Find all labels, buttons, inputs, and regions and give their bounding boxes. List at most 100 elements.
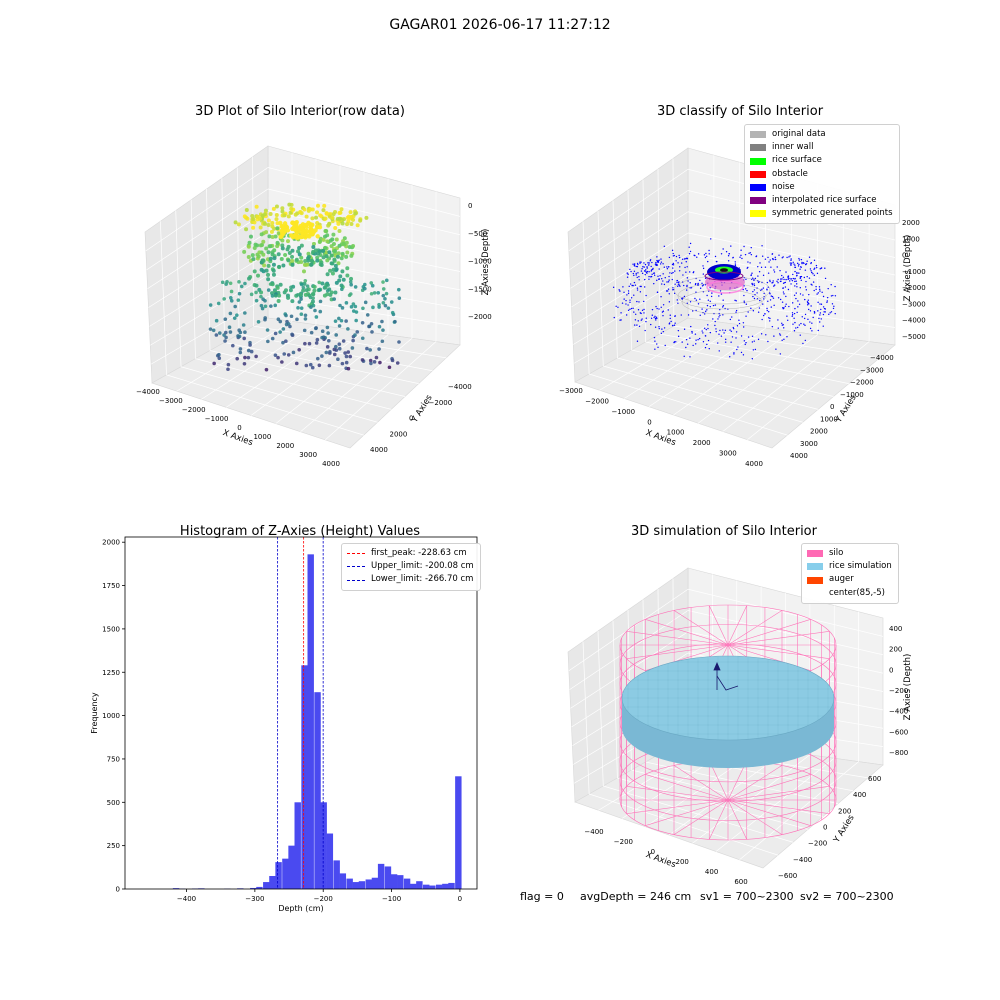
- p2-x-tick-0: −3000: [559, 387, 583, 395]
- p4-z-tick-1: −600: [889, 728, 908, 736]
- p3-ytick-label-2: 500: [107, 799, 120, 807]
- p4-x-tick-5: 600: [734, 878, 747, 886]
- p3-ytick-label-6: 1500: [102, 625, 120, 633]
- p2-x-tick-7: 4000: [745, 460, 763, 468]
- p4-x-label: X Axies: [644, 850, 677, 870]
- p2-z-tick-2: −3000: [902, 300, 926, 308]
- figure-suptitle: GAGAR01 2026-06-17 11:27:12: [389, 17, 611, 33]
- p2-y-tick-2: 2000: [810, 428, 828, 436]
- p3-ytick-label-3: 750: [107, 755, 120, 763]
- p3-ytick-label-7: 1750: [102, 582, 120, 590]
- p2-x-tick-4: 1000: [667, 429, 685, 437]
- p2-legend-item: rice surface: [750, 154, 893, 167]
- panel3-title: Histogram of Z-Axies (Height) Values: [179, 524, 421, 539]
- p1-z-tick-4: 0: [468, 202, 472, 210]
- p4-x-tick-1: −200: [614, 838, 633, 846]
- p3-xtick-label-3: −100: [382, 895, 401, 903]
- p1-floor-pane: [151, 317, 461, 449]
- panel4-3d-simulation: −400−2000200400600−600−400−2000200400600…: [567, 567, 913, 886]
- p2-z-tick-5: 0: [902, 252, 906, 260]
- p2-legend-item: interpolated rice surface: [750, 194, 893, 207]
- panel2-3d-classify: −3000−2000−10000100020003000400040003000…: [559, 147, 926, 468]
- p3-bar-10: [275, 862, 282, 889]
- p3-bar-9: [269, 875, 276, 889]
- p3-ytick-label-4: 1000: [102, 712, 120, 720]
- panel3-legend: first_peak: -228.63 cm Upper_limit: -200.…: [341, 543, 481, 591]
- p2-legend-item: noise: [750, 181, 893, 194]
- p3-bar-21: [346, 878, 353, 889]
- p3-bar-23: [358, 881, 366, 889]
- p4-z-tick-4: 0: [889, 666, 893, 674]
- p3-legend-item: Lower_limit: -266.70 cm: [347, 573, 474, 586]
- p3-bar-30: [403, 878, 411, 889]
- p3-bar-28: [390, 874, 398, 889]
- p3-bar-6: [250, 887, 257, 889]
- p1-z-tick-2: −1000: [468, 258, 492, 266]
- p2-grid: [568, 155, 896, 441]
- p2-legend-item: inner wall: [750, 141, 893, 154]
- p2-floor-pane: [574, 317, 896, 449]
- p2-classified-points: [612, 238, 837, 360]
- p3-bar-12: [288, 845, 295, 889]
- p2-y-tick-4: 0: [830, 403, 834, 411]
- p4-y-tick-0: −600: [778, 872, 797, 880]
- p3-bar-27: [384, 866, 392, 889]
- p4-z-tick-3: −200: [889, 687, 908, 695]
- p3-bar-36: [442, 883, 449, 889]
- p4-rice-mesh: [622, 656, 834, 740]
- p2-x-tick-2: −1000: [611, 408, 635, 416]
- p3-bar-34: [429, 885, 436, 889]
- p1-y-tick-0: 4000: [370, 446, 388, 454]
- p4-x-tick-3: 200: [676, 858, 689, 866]
- status-sv1: sv1 = 700~2300: [700, 890, 794, 903]
- p1-x-tick-8: 4000: [322, 460, 340, 468]
- p2-y-tick-7: −3000: [860, 366, 884, 374]
- p4-y-tick-2: −200: [808, 840, 827, 848]
- panel1-3d-scatter: −4000−3000−2000−100001000200030004000400…: [136, 145, 492, 468]
- p4-z-tick-2: −400: [889, 708, 908, 716]
- p4-legend-swatch: [807, 576, 823, 584]
- p2-z-tick-3: −2000: [902, 284, 926, 292]
- p4-z-tick-6: 400: [889, 625, 902, 633]
- p1-x-tick-7: 3000: [299, 451, 317, 459]
- p4-x-tick-4: 400: [705, 868, 718, 876]
- p1-x-tick-0: −4000: [136, 388, 160, 396]
- p1-x-tick-6: 2000: [276, 442, 294, 450]
- p4-y-label: Y Axies: [831, 813, 857, 846]
- panel2-legend: original data inner wall rice surface obsta…: [744, 124, 900, 225]
- p2-legend-swatch: [750, 183, 766, 191]
- p2-legend-label: original data: [772, 129, 826, 139]
- p3-bar-25: [371, 877, 379, 889]
- p4-legend-item: center(85,-5): [807, 587, 892, 600]
- p4-legend-swatch: [807, 590, 823, 597]
- p2-legend-item: original data: [750, 128, 893, 141]
- p2-y-tick-1: 3000: [800, 440, 818, 448]
- p4-y-tick-1: −400: [793, 856, 812, 864]
- p4-y-tick-5: 400: [853, 791, 866, 799]
- p2-z-tick-6: 1000: [902, 235, 920, 243]
- p1-x-tick-5: 1000: [253, 433, 271, 441]
- p1-x-tick-1: −3000: [159, 397, 183, 405]
- p2-legend-swatch: [750, 144, 766, 152]
- p3-legend-item: Upper_limit: -200.08 cm: [347, 560, 474, 573]
- p4-legend-label: center(85,-5): [829, 587, 885, 598]
- p2-x-tick-5: 2000: [693, 439, 711, 447]
- p3-bar-26: [377, 863, 385, 889]
- p2-legend-swatch: [750, 197, 766, 205]
- p4-z-tick-5: 200: [889, 646, 902, 654]
- p2-legend-swatch: [750, 131, 766, 139]
- panel4-legend: silo rice simulation auger center(85,-5): [801, 543, 899, 604]
- p3-xtick-label-2: −200: [314, 895, 333, 903]
- p4-legend-item: silo: [807, 547, 892, 560]
- p3-legend-line: [347, 566, 365, 568]
- p4-legend-item: rice simulation: [807, 560, 892, 573]
- p2-legend-swatch: [750, 170, 766, 178]
- p3-xtick-label-0: −400: [177, 895, 196, 903]
- p2-legend-swatch: [750, 210, 766, 218]
- p2-legend-swatch: [750, 157, 766, 165]
- p1-z-label: Z Axies (Depth): [481, 229, 491, 296]
- p2-y-tick-6: −2000: [850, 379, 874, 387]
- p1-x-tick-4: 0: [237, 424, 241, 432]
- p3-ytick-label-8: 2000: [102, 539, 120, 547]
- p3-xtick-label-1: −300: [245, 895, 264, 903]
